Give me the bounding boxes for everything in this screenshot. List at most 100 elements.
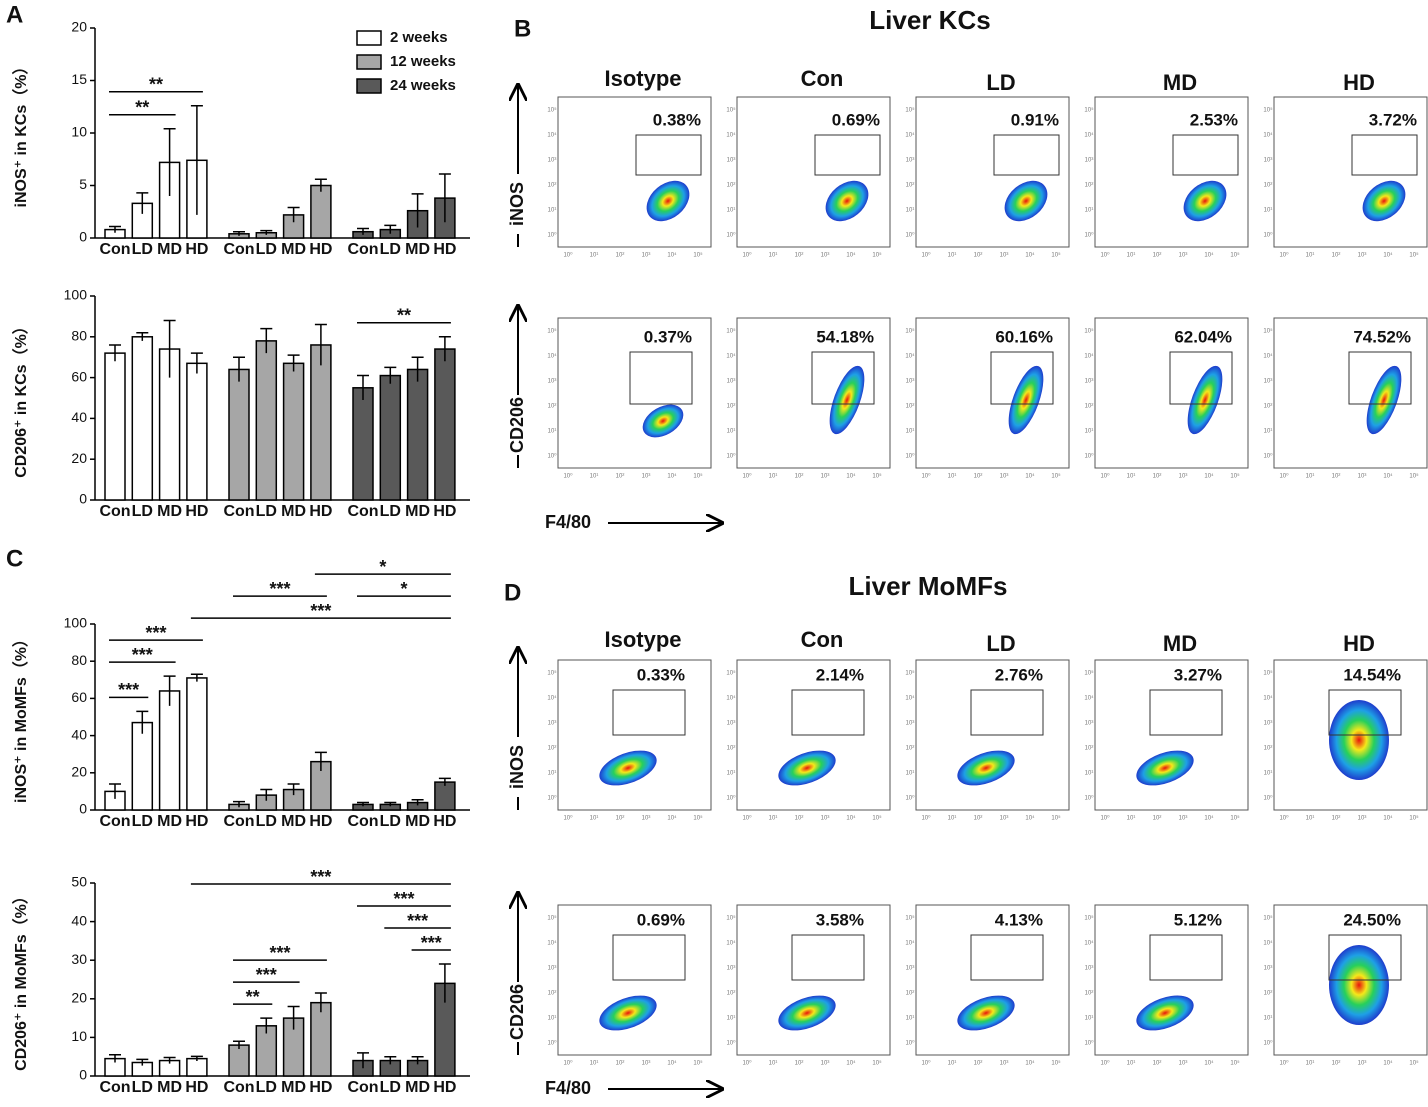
flow-tick: 10⁴ (667, 252, 677, 259)
flow-tick: 10⁰ (726, 232, 736, 239)
gate-percent: 2.76% (995, 665, 1043, 684)
x-tick-label: LD (256, 813, 277, 830)
y-tick-label: 20 (71, 990, 87, 1006)
significance-label: *** (393, 889, 414, 909)
gate (612, 689, 686, 736)
flow-tick: 10⁴ (1204, 1060, 1214, 1067)
y-tick-label: 30 (71, 951, 87, 967)
flow-tick: 10⁵ (1263, 107, 1273, 114)
flow-tick: 10¹ (727, 1016, 736, 1022)
x-tick-label: HD (433, 503, 456, 520)
error-bar (136, 331, 149, 341)
flow-tick: 10¹ (1085, 208, 1094, 214)
y-tick-label: 10 (71, 1028, 87, 1044)
arrow-label-bg (508, 395, 528, 455)
flow-tick: 10⁵ (905, 670, 915, 677)
error-bar (109, 344, 121, 362)
flow-plot-frame (736, 317, 891, 469)
y-axis-label: iNOS⁺ in MoMFs（%） (12, 631, 30, 803)
flow-tick: 10² (616, 253, 625, 259)
flow-tick: 10¹ (948, 253, 957, 259)
flow-tick: 10² (906, 991, 915, 997)
flow-tick: 10⁵ (1051, 252, 1061, 259)
flow-tick: 10¹ (769, 816, 778, 822)
significance-label: *** (421, 933, 442, 953)
flow-tick: 10⁰ (1263, 795, 1273, 802)
flow-tick: 10⁰ (1100, 473, 1110, 480)
flow-tick: 10⁰ (726, 795, 736, 802)
panel-letter: C (6, 545, 23, 572)
error-bar (314, 178, 327, 192)
x-tick-label: HD (309, 241, 332, 258)
flow-tick: 10⁵ (905, 328, 915, 335)
x-tick-label: LD (132, 503, 153, 520)
flow-tick: 10⁵ (547, 670, 557, 677)
flow-tick: 10³ (1085, 966, 1094, 972)
flow-tick: 10³ (906, 721, 915, 727)
x-tick-label: HD (185, 503, 208, 520)
error-bar (438, 173, 451, 223)
flow-tick: 10³ (548, 158, 557, 164)
flow-tick: 10⁵ (1230, 815, 1240, 822)
error-bar (233, 230, 245, 236)
x-tick-label: LD (380, 503, 401, 520)
error-bar (190, 104, 203, 215)
column-label: LD (986, 70, 1015, 95)
error-bar (411, 356, 424, 382)
flow-tick: 10⁰ (742, 1060, 752, 1067)
flow-tick: 10³ (642, 253, 651, 259)
flow-density (778, 995, 836, 1031)
flow-tick: 10⁰ (563, 1060, 573, 1067)
bar (434, 781, 456, 811)
flow-tick: 10¹ (769, 253, 778, 259)
flow-tick: 10⁰ (1084, 1040, 1094, 1047)
flow-tick: 10⁴ (667, 473, 677, 480)
flow-tick: 10⁴ (1084, 353, 1094, 360)
flow-tick: 10³ (548, 966, 557, 972)
flow-tick: 10⁰ (742, 815, 752, 822)
flow-tick: 10³ (1179, 474, 1188, 480)
flow-tick: 10⁵ (1409, 815, 1419, 822)
flow-tick: 10¹ (548, 208, 557, 214)
arrow-label-bg (508, 174, 528, 234)
flow-density (825, 180, 869, 222)
y-tick-label: 80 (71, 652, 87, 668)
flow-tick: 10⁴ (1383, 252, 1393, 259)
significance-label: ** (149, 74, 163, 94)
flow-tick: 10³ (821, 816, 830, 822)
flow-tick: 10¹ (906, 429, 915, 435)
y-tick-label: 15 (71, 71, 87, 87)
panel-letter: B (514, 15, 531, 42)
x-tick-label: LD (132, 241, 153, 258)
flow-tick: 10⁰ (1100, 252, 1110, 259)
flow-tick: 10¹ (948, 816, 957, 822)
x-channel-label: F4/80 (545, 1078, 591, 1098)
flow-tick: 10¹ (590, 1061, 599, 1067)
bar (104, 352, 126, 501)
error-bar (411, 799, 424, 806)
error-bar (109, 1054, 121, 1063)
flow-tick: 10⁴ (905, 353, 915, 360)
column-label: Con (801, 627, 844, 652)
bar (186, 677, 208, 811)
gate-percent: 60.16% (995, 327, 1053, 346)
flow-tick: 10⁵ (905, 915, 915, 922)
bar (186, 1057, 208, 1077)
flow-tick: 10² (1332, 474, 1341, 480)
error-bar (357, 1052, 369, 1069)
gate (1348, 351, 1412, 405)
flow-tick: 10⁴ (1383, 473, 1393, 480)
flow-tick: 10³ (642, 816, 651, 822)
x-tick-label: MD (405, 241, 430, 258)
flow-tick: 10² (1085, 991, 1094, 997)
flow-tick: 10¹ (590, 253, 599, 259)
significance-label: *** (256, 965, 277, 985)
flow-tick: 10⁰ (1100, 815, 1110, 822)
flow-tick: 10³ (1179, 1061, 1188, 1067)
significance-label: *** (145, 623, 166, 643)
flow-plot-frame (915, 317, 1070, 469)
y-tick-label: 60 (71, 689, 87, 705)
error-bar (287, 1005, 300, 1030)
error-bar (190, 673, 203, 682)
error-bar (260, 788, 273, 801)
